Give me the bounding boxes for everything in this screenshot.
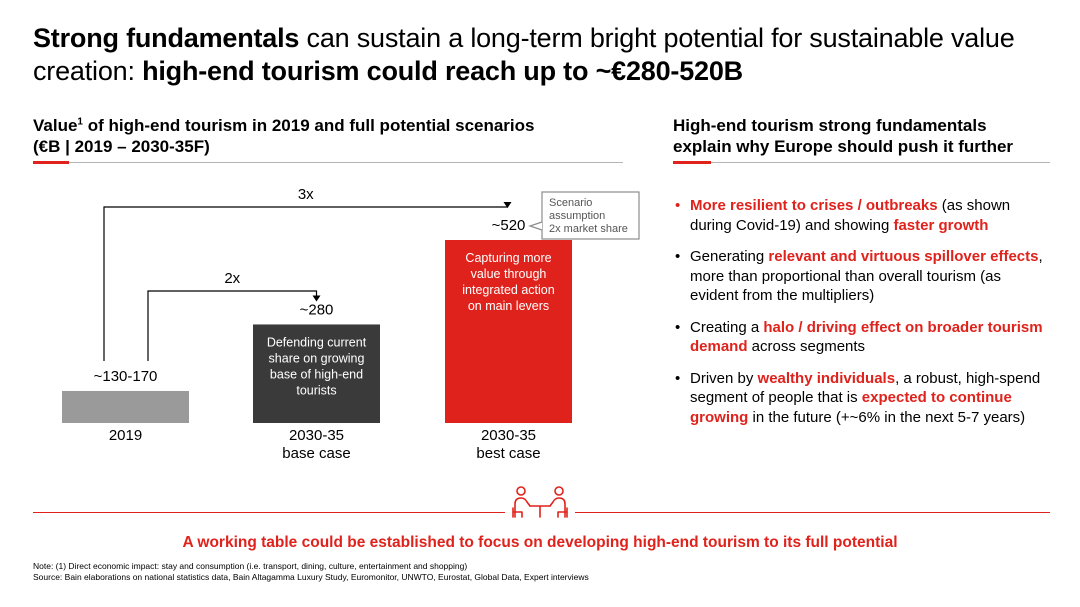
title-bold-2: high-end tourism could reach up to ~€280…: [142, 56, 743, 86]
fundamentals-title-line1: High-end tourism strong fundamentals: [673, 116, 987, 135]
bar-2: [253, 324, 380, 423]
bar-annotation-text: on main levers: [468, 299, 549, 313]
bottom-divider-right: [575, 512, 1050, 513]
meeting-table-icon: [512, 486, 568, 518]
bar-3: [445, 240, 572, 423]
chart-section-accent: [33, 161, 69, 164]
value-bar-chart: ~130-170 2019 ~280 Defending current share o…: [62, 186, 640, 462]
bar-annotation-text: Capturing more: [465, 251, 551, 265]
chart-section-title: Value1 of high-end tourism in 2019 and f…: [33, 115, 633, 157]
bullet-dot: •: [675, 248, 681, 265]
category-label: best case: [476, 445, 540, 462]
bullet-highlight-text: wealthy individuals: [757, 369, 896, 387]
bullet-text: , more than proportional than overall to…: [690, 248, 1043, 304]
footnote-source: Source: Bain elaborations on national st…: [33, 571, 589, 582]
fundamentals-section-accent: [673, 161, 711, 164]
bar-annotation-text: share on growing: [269, 351, 365, 365]
chart-title-footnote-mark: 1: [77, 116, 83, 128]
fundamentals-section-title: High-end tourism strong fundamentals exp…: [673, 115, 1053, 157]
title-regular: can sustain a long-term bright potential…: [33, 23, 1015, 86]
growth-arrowhead-3x: [503, 202, 512, 208]
bullet-highlight-text: halo / driving effect on broader tourism…: [690, 318, 1043, 356]
bullet-highlight-text: More resilient to crises / outbreaks: [690, 197, 938, 214]
bullet-dot: •: [675, 318, 681, 336]
chart-section-rule: [33, 162, 623, 163]
category-label: 2030-35: [289, 427, 344, 444]
bullet-text: , a robust, high-spend segment of people…: [690, 369, 1041, 407]
page-title: Strong fundamentals can sustain a long-t…: [33, 22, 1053, 88]
category-label: 2019: [109, 427, 142, 444]
scenario-callout-text: Scenario: [549, 197, 592, 209]
growth-arrow-2x: [147, 290, 318, 361]
fundamental-bullet: • More resilient to crises / outbreaks (a…: [673, 196, 1048, 235]
scenario-callout-text: 2x market share: [549, 223, 628, 235]
bullet-text: Generating: [690, 248, 769, 265]
bullet-text: (as shown during Covid-19) and showing: [690, 197, 1011, 234]
category-label: 2030-35: [481, 427, 536, 444]
category-label: base case: [282, 445, 350, 462]
bullet-text: Driven by: [690, 369, 758, 387]
bottom-message: A working table could be established to …: [182, 534, 898, 551]
value-label: ~520: [492, 217, 526, 234]
bullet-highlight-text: faster growth: [893, 216, 989, 234]
bar-annotation-text: base of high-end: [270, 367, 363, 381]
bullet-text: Creating a: [690, 318, 764, 336]
fundamentals-section-rule: [673, 162, 1050, 163]
value-label: ~130-170: [94, 368, 158, 385]
bullet-dot: •: [675, 197, 681, 214]
value-label: ~280: [300, 301, 334, 318]
footnote-note: Note: (1) Direct economic impact: stay a…: [33, 561, 468, 571]
bullet-highlight-text: relevant and virtuous spillover effects: [768, 248, 1039, 265]
chart-title-part2: of high-end tourism in 2019 and full pot…: [82, 116, 535, 135]
growth-label-3x: 3x: [298, 186, 314, 203]
fundamental-bullet: • Driven by wealthy individuals, a robust…: [673, 369, 1048, 428]
chart-title-units: (€B | 2019 – 2030-35F): [33, 137, 210, 156]
fundamentals-bullet-list: • More resilient to crises / outbreaks (a…: [673, 196, 1048, 439]
bullet-text: in the future (+~6% in the next 5-7 year…: [748, 408, 1026, 426]
bullet-dot: •: [675, 369, 681, 387]
bar-1: [62, 390, 189, 423]
bar-annotation-text: integrated action: [462, 283, 554, 297]
fundamental-bullet: • Creating a halo / driving effect on bro…: [673, 318, 1048, 357]
scenario-callout-box: [541, 191, 640, 240]
fundamentals-title-line2: explain why Europe should push it furthe…: [673, 137, 1014, 156]
bullet-text: across segments: [747, 338, 866, 355]
bullet-highlight-text: expected to continue growing: [690, 389, 1012, 426]
bar-annotation-text: value through: [471, 267, 547, 281]
bar-annotation-text: tourists: [296, 383, 336, 397]
title-bold-1: Strong fundamentals: [33, 23, 300, 53]
scenario-callout-pointer: [528, 221, 543, 231]
growth-label-2x: 2x: [224, 270, 240, 287]
footnote: Note: (1) Direct economic impact: stay a…: [33, 561, 1033, 582]
chart-title-part1: Value: [33, 116, 78, 135]
bottom-divider-left: [33, 512, 505, 513]
bar-annotation-text: Defending current: [267, 335, 367, 349]
scenario-callout-text: assumption: [549, 210, 605, 222]
growth-arrowhead-2x: [312, 295, 321, 302]
fundamental-bullet: • Generating relevant and virtuous spillo…: [673, 247, 1048, 306]
